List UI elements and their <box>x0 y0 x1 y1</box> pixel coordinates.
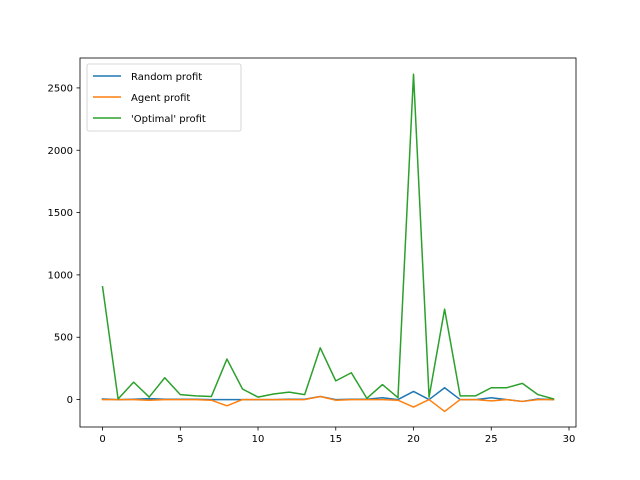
legend-box <box>86 63 242 132</box>
plot-frame <box>79 57 577 428</box>
y-tick-label: 500 <box>54 333 73 344</box>
y-tick-label: 1500 <box>48 208 73 219</box>
legend-label-2: 'Optimal' profit <box>131 114 206 125</box>
y-tick-label: 2000 <box>48 146 73 157</box>
x-tick-label: 5 <box>177 434 183 445</box>
y-tick-label: 2500 <box>48 83 73 94</box>
x-tick-label: 10 <box>252 434 265 445</box>
x-tick-label: 15 <box>329 434 342 445</box>
x-tick-label: 0 <box>99 434 105 445</box>
x-tick-label: 30 <box>563 434 576 445</box>
x-axis: 0 5 10 15 20 25 30 <box>99 427 575 445</box>
x-tick-label: 25 <box>485 434 498 445</box>
y-tick-label: 1000 <box>48 270 73 281</box>
series-line-1 <box>101 395 555 413</box>
series-layer <box>101 73 555 413</box>
legend-label-0: Random profit <box>131 72 202 83</box>
x-tick-label: 20 <box>407 434 420 445</box>
legend-label-1: Agent profit <box>131 93 190 104</box>
y-axis: 0 500 1000 1500 2000 2500 <box>48 83 80 406</box>
legend: Random profit Agent profit 'Optimal' profi… <box>86 63 242 132</box>
y-tick-label: 0 <box>67 395 73 406</box>
series-line-2 <box>101 73 555 400</box>
